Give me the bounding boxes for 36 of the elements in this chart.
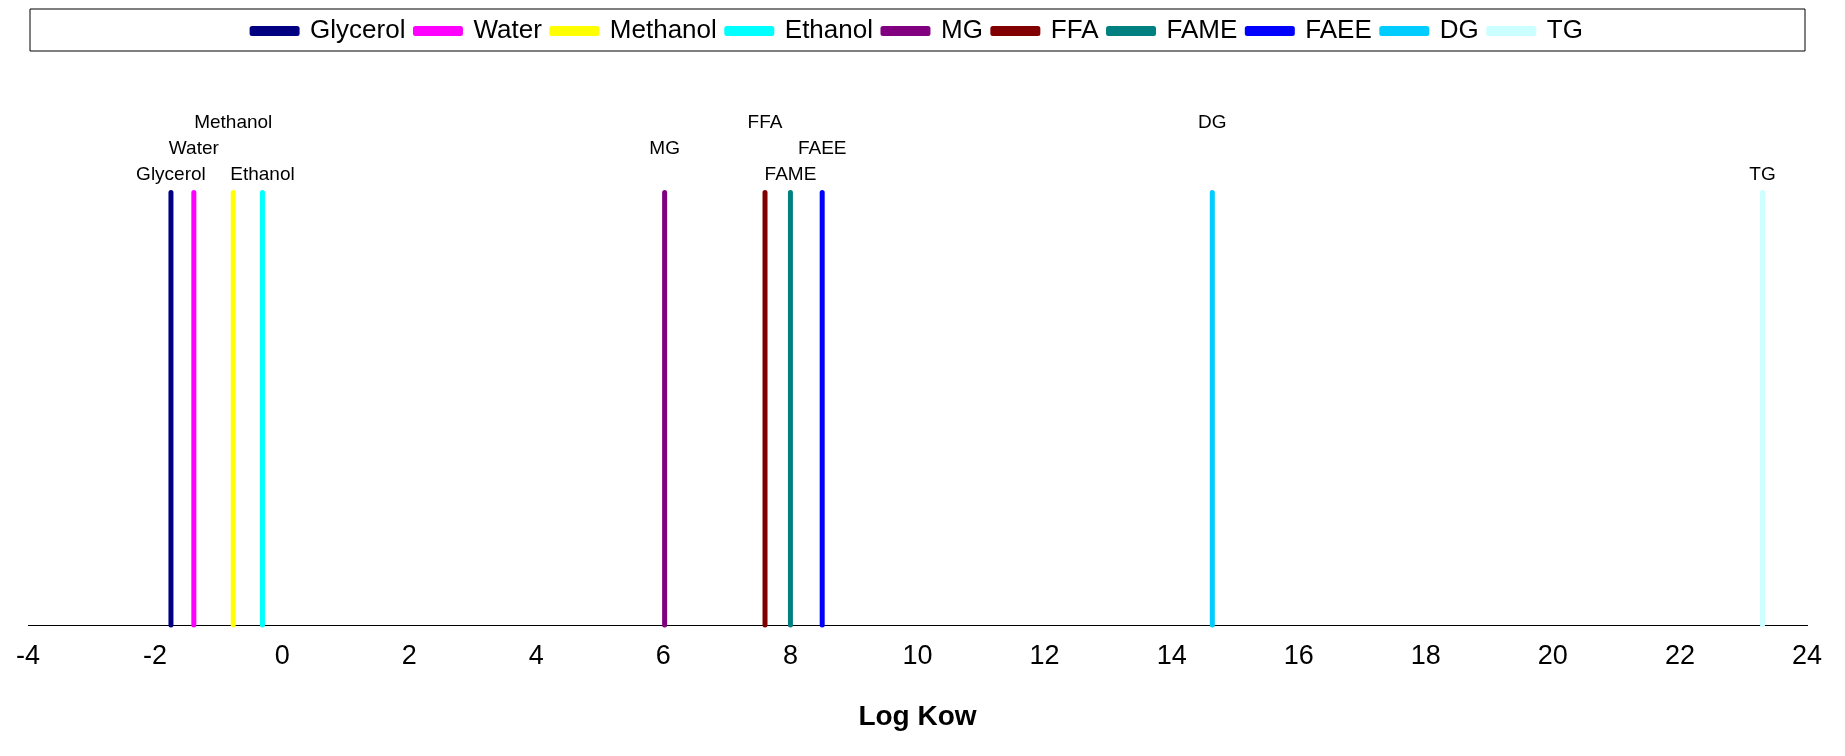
x-tick-label: 2: [401, 639, 417, 670]
x-tick-label: 14: [1156, 639, 1187, 670]
x-tick-label: 6: [655, 639, 671, 670]
legend-label: Water: [473, 14, 543, 45]
x-tick-label: 8: [782, 639, 798, 670]
x-tick-label: 20: [1537, 639, 1568, 670]
text: FAEE: [797, 136, 847, 158]
x-tick-label: 16: [1283, 639, 1314, 670]
x-tick-label: 22: [1664, 639, 1695, 670]
x-tick-label: 18: [1410, 639, 1441, 670]
text: Water: [168, 136, 220, 158]
text: MG: [649, 136, 680, 158]
text: Glycerol: [136, 162, 206, 184]
legend-label: MG: [940, 14, 983, 45]
text: FAME: [764, 162, 817, 184]
x-tick-label: 10: [902, 639, 933, 670]
x-tick-label: 0: [274, 639, 290, 670]
x-tick-label: 24: [1791, 639, 1823, 670]
legend-label: Ethanol: [784, 14, 873, 45]
text: TG: [1749, 162, 1776, 184]
text: DG: [1198, 110, 1227, 132]
x-tick-label: -4: [15, 639, 41, 670]
legend-label: DG: [1439, 14, 1479, 45]
x-axis-title: Log Kow: [858, 699, 977, 731]
legend-label: Methanol: [609, 14, 717, 45]
legend-label: Glycerol: [310, 14, 406, 45]
x-tick-label: -2: [143, 639, 168, 670]
legend-label: FAEE: [1305, 14, 1372, 45]
text: Ethanol: [230, 162, 295, 184]
text: Methanol: [194, 110, 273, 132]
text: FFA: [747, 110, 783, 132]
x-tick-label: 4: [528, 639, 544, 670]
x-tick-label: 12: [1029, 639, 1060, 670]
legend-label: FFA: [1050, 14, 1100, 45]
legend-label: FAME: [1166, 14, 1238, 45]
legend-label: TG: [1546, 14, 1583, 45]
